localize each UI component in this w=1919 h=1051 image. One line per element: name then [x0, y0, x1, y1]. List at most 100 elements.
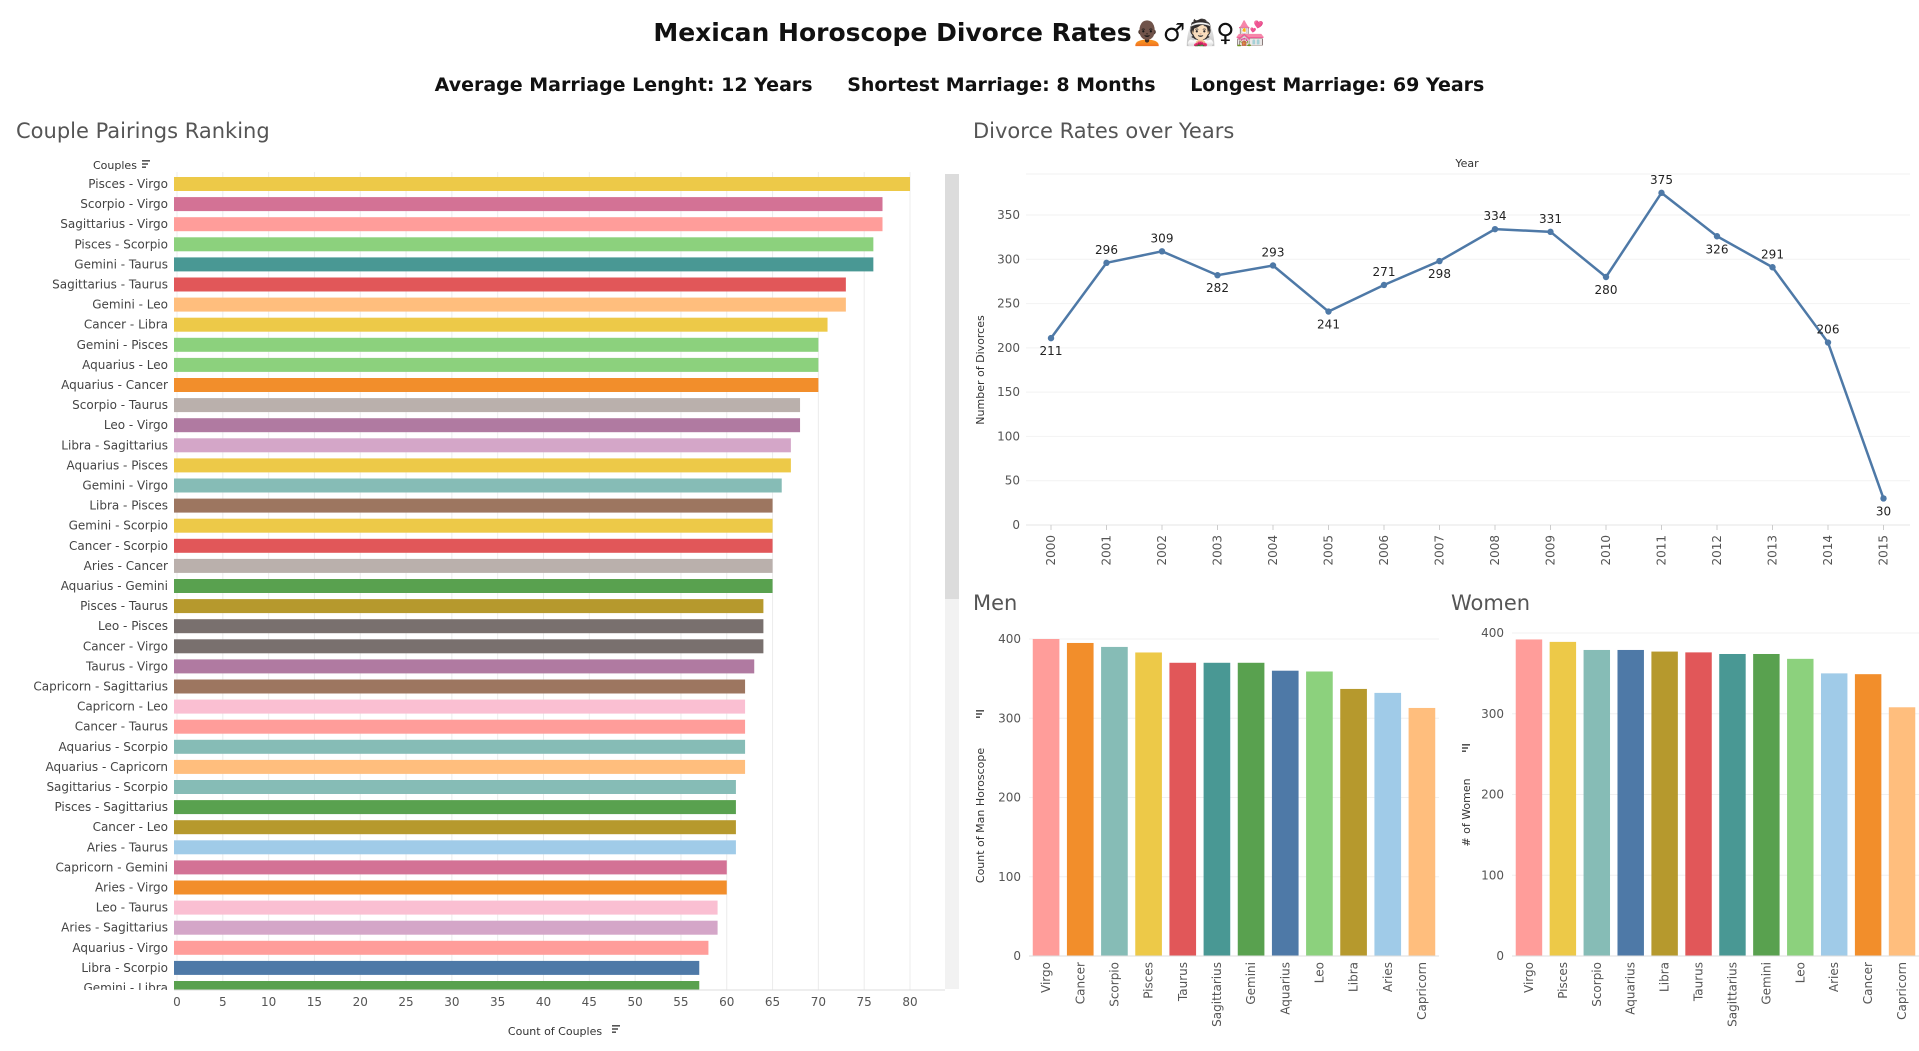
x-tick-2009: 2009	[1544, 535, 1558, 566]
couple-label-aquarius-pisces: Aquarius - Pisces	[67, 458, 168, 472]
data-label-2014: 206	[1817, 323, 1840, 337]
data-label-2002: 309	[1151, 231, 1174, 245]
men-bar-capricorn	[1408, 707, 1436, 956]
sort-line	[1462, 744, 1470, 746]
sort-line	[612, 1025, 620, 1027]
men-y-sort-icon	[976, 710, 984, 718]
couple-label-libra-pisces: Libra - Pisces	[89, 499, 168, 513]
couple-label-gemini-pisces: Gemini - Pisces	[77, 338, 168, 352]
x-tick-2000: 2000	[1044, 535, 1058, 566]
men-bar-leo	[1306, 671, 1333, 956]
data-label-2011: 375	[1650, 173, 1673, 187]
couple-label-cancer-scorpio: Cancer - Scorpio	[69, 539, 168, 553]
men-label-capricorn: Capricorn	[1415, 962, 1429, 1020]
couple-label-aquarius-cancer: Aquarius - Cancer	[61, 378, 168, 392]
x-axis-sort-icon	[612, 1025, 620, 1033]
couple-label-pisces-virgo: Pisces - Virgo	[88, 177, 168, 191]
sort-line	[142, 166, 146, 168]
x-tick-2003: 2003	[1211, 535, 1225, 566]
couple-bar-libra-scorpio	[174, 960, 700, 975]
women-label-sagittarius: Sagittarius	[1725, 962, 1739, 1027]
x-tick-50: 50	[627, 995, 642, 1009]
couples-bar-chart: Couples Pisces - Virgo Scorpio - Virgo Sagi…	[33, 159, 959, 1038]
couple-label-aquarius-gemini: Aquarius - Gemini	[61, 579, 168, 593]
couple-label-capricorn-sagittarius: Capricorn - Sagittarius	[33, 680, 168, 694]
data-label-2005: 241	[1317, 318, 1340, 332]
x-tick-2013: 2013	[1766, 535, 1780, 566]
couple-label-sagittarius-virgo: Sagittarius - Virgo	[60, 217, 168, 231]
couple-label-aries-virgo: Aries - Virgo	[95, 881, 168, 895]
couple-bar-aries-taurus	[174, 840, 736, 855]
point-2015	[1880, 495, 1887, 502]
couple-label-taurus-virgo: Taurus - Virgo	[85, 659, 168, 673]
couple-label-leo-virgo: Leo - Virgo	[104, 418, 168, 432]
x-tick-75: 75	[857, 995, 872, 1009]
women-label-aquarius: Aquarius	[1624, 962, 1638, 1015]
y-tick-250: 250	[997, 297, 1020, 311]
data-label-2007: 298	[1428, 267, 1451, 281]
x-axis-title: Count of Couples	[508, 1025, 602, 1038]
x-tick-25: 25	[398, 995, 413, 1009]
x-tick-60: 60	[719, 995, 734, 1009]
x-tick-2010: 2010	[1599, 535, 1613, 566]
couple-label-pisces-taurus: Pisces - Taurus	[80, 599, 168, 613]
couple-label-aquarius-virgo: Aquarius - Virgo	[72, 941, 168, 955]
point-2004	[1269, 262, 1277, 269]
data-label-2001: 296	[1095, 243, 1118, 257]
y-tick-0: 0	[1012, 518, 1020, 532]
women-label-libra: Libra	[1658, 962, 1672, 992]
women-label-leo: Leo	[1793, 962, 1807, 983]
y-tick-350: 350	[997, 208, 1020, 222]
couple-bar-aquarius-scorpio	[174, 739, 746, 754]
sort-line	[142, 163, 148, 165]
couple-bar-cancer-libra	[174, 317, 828, 332]
point-2009	[1547, 228, 1554, 236]
x-tick-80: 80	[902, 995, 917, 1009]
men-label-gemini: Gemini	[1244, 962, 1258, 1005]
couple-bar-aquarius-virgo	[174, 940, 709, 955]
stat-shortest: Shortest Marriage: 8 Months	[847, 74, 1156, 96]
x-tick-2008: 2008	[1488, 535, 1502, 566]
couple-label-leo-pisces: Leo - Pisces	[98, 619, 168, 633]
women-label-pisces: Pisces	[1556, 962, 1570, 999]
couple-bar-gemini-leo	[174, 297, 846, 312]
men-label-taurus: Taurus	[1176, 962, 1190, 1002]
couple-label-sagittarius-scorpio: Sagittarius - Scorpio	[46, 780, 168, 794]
data-label-2010: 280	[1595, 283, 1618, 297]
couple-label-gemini-leo: Gemini - Leo	[92, 298, 168, 312]
point-2005	[1325, 308, 1332, 315]
men-label-pisces: Pisces	[1142, 962, 1156, 999]
dashboard-title: Mexican Horoscope Divorce Rates🧑🏿‍🦲♂👰🏻♀💒	[0, 18, 1919, 48]
women-y-tick-400: 400	[1481, 626, 1504, 640]
couple-label-gemini-virgo: Gemini - Virgo	[82, 479, 168, 493]
sort-line	[1462, 747, 1468, 749]
couple-label-scorpio-taurus: Scorpio - Taurus	[72, 398, 168, 412]
women-label-gemini: Gemini	[1759, 962, 1773, 1005]
men-y-tick-0: 0	[1013, 949, 1021, 963]
divorce-series-line	[1049, 191, 1885, 499]
couple-bar-gemini-libra	[174, 981, 700, 990]
couple-bar-aquarius-capricorn	[174, 759, 746, 774]
y-tick-100: 100	[997, 429, 1020, 443]
men-label-libra: Libra	[1347, 962, 1361, 992]
couples-bars: Pisces - Virgo Scorpio - Virgo Sagittarius…	[33, 177, 910, 990]
men-bar-aries	[1374, 692, 1402, 956]
women-y-tick-200: 200	[1481, 788, 1504, 802]
women-bar-aries	[1820, 673, 1848, 956]
couple-bar-gemini-pisces	[174, 337, 819, 352]
women-y-tick-0: 0	[1496, 949, 1504, 963]
women-bar-aquarius	[1617, 649, 1644, 956]
men-bar-aquarius	[1271, 670, 1299, 956]
couple-bar-aries-sagittarius	[174, 920, 718, 935]
couple-bar-aquarius-gemini	[174, 579, 773, 593]
couple-bar-aquarius-pisces	[174, 458, 791, 473]
couple-bar-aquarius-leo	[174, 357, 819, 372]
couple-label-libra-sagittarius: Libra - Sagittarius	[61, 438, 168, 452]
couple-label-gemini-scorpio: Gemini - Scorpio	[69, 519, 168, 533]
x-tick-2005: 2005	[1322, 535, 1336, 566]
men-y-tick-400: 400	[998, 632, 1021, 646]
stat-longest: Longest Marriage: 69 Years	[1190, 74, 1485, 96]
women-bar-scorpio	[1583, 649, 1611, 956]
couple-label-aquarius-scorpio: Aquarius - Scorpio	[59, 740, 168, 754]
couple-label-scorpio-virgo: Scorpio - Virgo	[80, 197, 168, 211]
